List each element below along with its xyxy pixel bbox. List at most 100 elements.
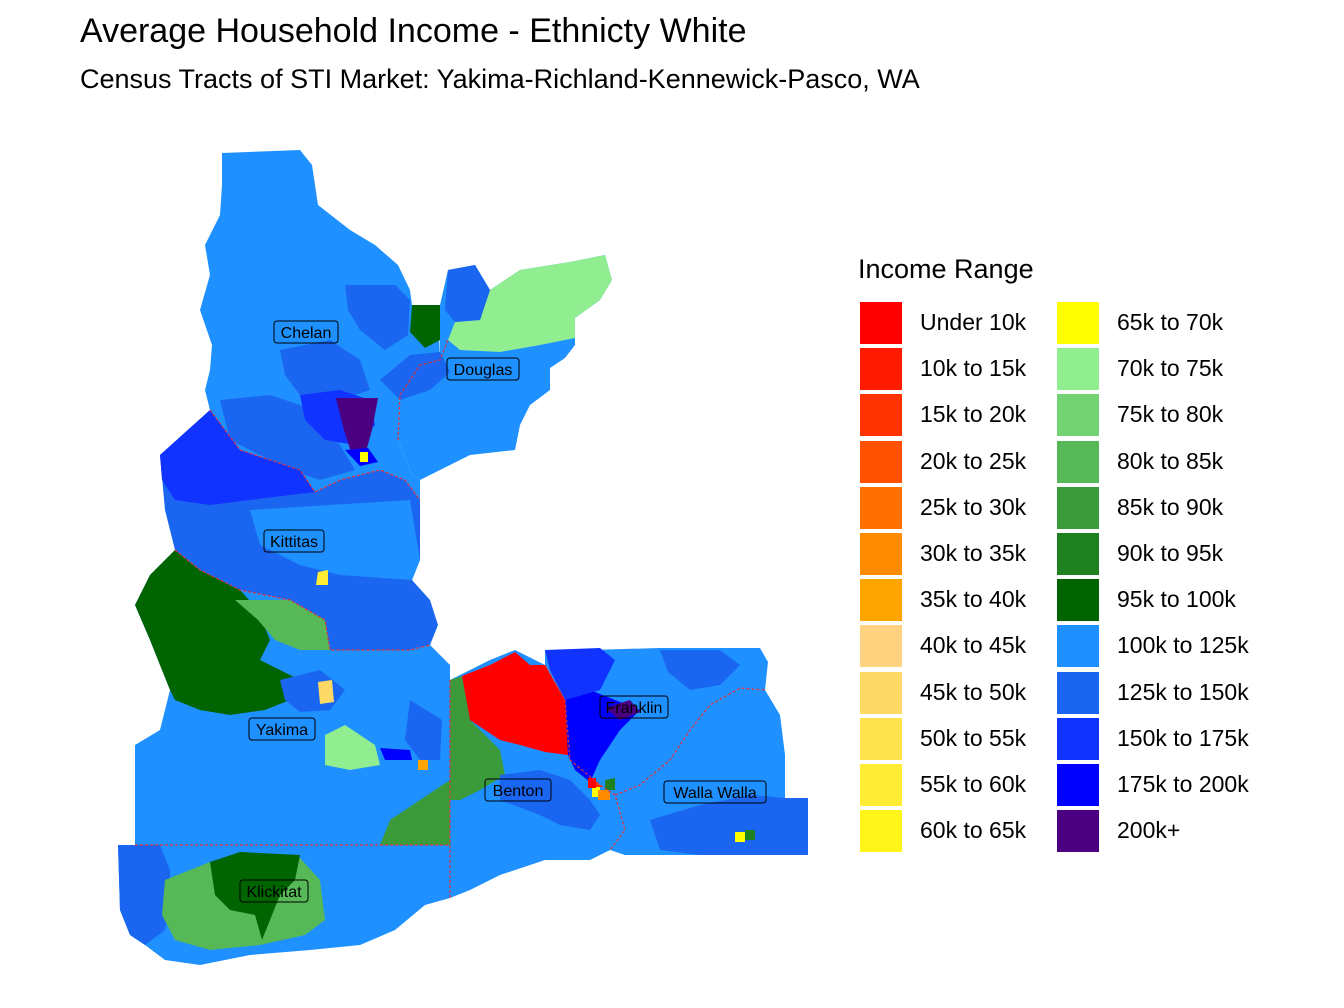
legend-swatch (1057, 717, 1099, 760)
legend-label: 30k to 35k (920, 540, 1027, 566)
county-label-douglas: Douglas (446, 357, 520, 381)
county-labels: Chelan Douglas Kittitas Yakima Benton Fr… (239, 320, 767, 903)
legend-item: 90k to 95k (1055, 531, 1275, 577)
legend-swatch (860, 348, 902, 391)
legend-swatch (1057, 579, 1099, 622)
legend-item: 95k to 100k (1055, 577, 1275, 623)
legend-swatch (1057, 671, 1099, 714)
legend-swatch (1057, 810, 1099, 853)
legend-item: Under 10k (858, 300, 1078, 346)
svg-text:Kittitas: Kittitas (270, 534, 318, 551)
tract-douglas-c (380, 352, 450, 400)
svg-text:Chelan: Chelan (281, 325, 332, 342)
legend-label: 95k to 100k (1117, 586, 1236, 613)
legend-label: 60k to 65k (920, 817, 1027, 844)
legend-swatch (860, 486, 902, 529)
tract-yakima-b (235, 600, 330, 650)
legend-item: 65k to 70k (1055, 300, 1275, 346)
tract-franklin-e (588, 778, 596, 788)
tract-yakima-g (418, 760, 428, 770)
tract-chelan-e (410, 305, 448, 348)
legend-item: 50k to 55k (858, 716, 1078, 762)
legend-label: 70k to 75k (1117, 355, 1224, 382)
legend-item: 60k to 65k (858, 808, 1078, 854)
map-title: Average Household Income - Ethnicty Whit… (80, 12, 747, 50)
tract-franklin-b (545, 648, 615, 700)
legend-label: Under 10k (920, 309, 1027, 335)
svg-text:Franklin: Franklin (606, 700, 663, 717)
county-label-kittitas: Kittitas (263, 529, 325, 553)
tract-yakima-f (380, 748, 412, 760)
tract-benton-g (598, 790, 610, 800)
svg-text:Benton: Benton (493, 783, 544, 800)
legend-swatch (860, 764, 902, 806)
legend-label: 85k to 90k (1117, 493, 1224, 520)
legend-item: 100k to 125k (1055, 623, 1275, 669)
tract-yakima-i (405, 700, 442, 760)
legend-label: 175k to 200k (1117, 771, 1249, 797)
legend-swatch (860, 440, 902, 483)
legend-label: 65k to 70k (1117, 309, 1224, 335)
legend-swatch (1057, 394, 1099, 437)
legend-item: 150k to 175k (1055, 716, 1275, 762)
county-label-yakima: Yakima (248, 717, 316, 741)
tract-franklin-d (605, 778, 615, 790)
svg-text:Douglas: Douglas (454, 362, 513, 379)
tract-franklin-f (660, 650, 740, 690)
legend-label: 90k to 95k (1117, 540, 1224, 566)
legend-label: 50k to 55k (920, 724, 1027, 751)
legend-item: 175k to 200k (1055, 762, 1275, 808)
legend-label: 150k to 175k (1117, 724, 1249, 751)
legend-label: 200k+ (1117, 817, 1181, 844)
legend-swatch (860, 533, 902, 575)
legend-swatch (1057, 533, 1099, 575)
legend-item: 70k to 75k (1055, 346, 1275, 392)
legend-label: 20k to 25k (920, 447, 1027, 474)
tract-klickitat-c (210, 852, 300, 940)
legend-label: 10k to 15k (920, 355, 1027, 382)
legend-swatch (1057, 302, 1099, 344)
legend-swatch (860, 579, 902, 622)
legend-swatch (860, 810, 902, 853)
legend-item: 30k to 35k (858, 531, 1078, 577)
legend-item: 85k to 90k (1055, 485, 1275, 531)
tract-walla-walla-a (650, 795, 808, 855)
county-label-franklin: Franklin (599, 695, 669, 719)
tract-douglas-a (448, 255, 612, 352)
tract-yakima-d (318, 680, 334, 704)
legend-label: 15k to 20k (920, 401, 1027, 428)
legend-swatch (1057, 486, 1099, 529)
legend-swatch (860, 302, 902, 344)
county-label-walla-walla: Walla Walla (663, 780, 767, 804)
legend-swatch (860, 394, 902, 437)
legend-item: 80k to 85k (1055, 439, 1275, 485)
tract-chelan-f (336, 398, 378, 455)
legend-item: 20k to 25k (858, 439, 1078, 485)
tract-kittitas-b (250, 500, 420, 580)
tract-kittitas-a (160, 410, 315, 505)
legend-item: 200k+ (1055, 808, 1275, 854)
county-label-benton: Benton (484, 778, 552, 802)
tract-benton-b (462, 652, 568, 755)
tract-benton-a (450, 676, 505, 800)
legend-swatch (1057, 764, 1099, 806)
county-borders (135, 339, 766, 898)
tract-yakima-e (325, 725, 380, 770)
tract-klickitat-a (118, 845, 170, 945)
svg-text:Klickitat: Klickitat (246, 884, 302, 901)
legend-item: 45k to 50k (858, 670, 1078, 716)
legend-swatch (860, 671, 902, 714)
tract-chelan-h (360, 452, 368, 462)
svg-text:Yakima: Yakima (256, 722, 308, 739)
legend-item: 75k to 80k (1055, 392, 1275, 438)
choropleth-map: Chelan Douglas Kittitas Yakima Benton Fr… (118, 150, 808, 965)
county-label-chelan: Chelan (273, 320, 339, 344)
tract-chelan-c (280, 340, 370, 398)
tract-yakima-h (380, 780, 450, 845)
legend-swatch (1057, 625, 1099, 668)
tract-walla-walla-b (735, 832, 745, 842)
legend-item: 35k to 40k (858, 577, 1078, 623)
legend-label: 40k to 45k (920, 632, 1027, 659)
legend-title: Income Range (858, 254, 1034, 284)
tract-franklin-c (605, 700, 640, 720)
